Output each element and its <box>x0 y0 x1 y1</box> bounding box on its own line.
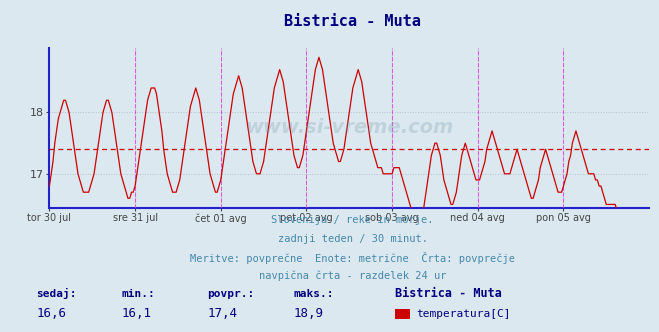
Text: zadnji teden / 30 minut.: zadnji teden / 30 minut. <box>277 234 428 244</box>
Text: 16,6: 16,6 <box>36 307 67 320</box>
Text: 17,4: 17,4 <box>208 307 238 320</box>
Text: Bistrica - Muta: Bistrica - Muta <box>395 287 502 300</box>
Text: 16,1: 16,1 <box>122 307 152 320</box>
Text: sedaj:: sedaj: <box>36 288 76 299</box>
Text: Bistrica - Muta: Bistrica - Muta <box>284 14 421 29</box>
Text: Meritve: povprečne  Enote: metrične  Črta: povprečje: Meritve: povprečne Enote: metrične Črta:… <box>190 252 515 264</box>
Text: Slovenija / reke in morje.: Slovenija / reke in morje. <box>272 215 434 225</box>
Text: 18,9: 18,9 <box>293 307 324 320</box>
Text: temperatura[C]: temperatura[C] <box>416 309 511 319</box>
Text: navpična črta - razdelek 24 ur: navpična črta - razdelek 24 ur <box>259 271 446 282</box>
Text: min.:: min.: <box>122 289 156 299</box>
Text: www.si-vreme.com: www.si-vreme.com <box>245 118 453 137</box>
Text: maks.:: maks.: <box>293 289 333 299</box>
Text: povpr.:: povpr.: <box>208 289 255 299</box>
